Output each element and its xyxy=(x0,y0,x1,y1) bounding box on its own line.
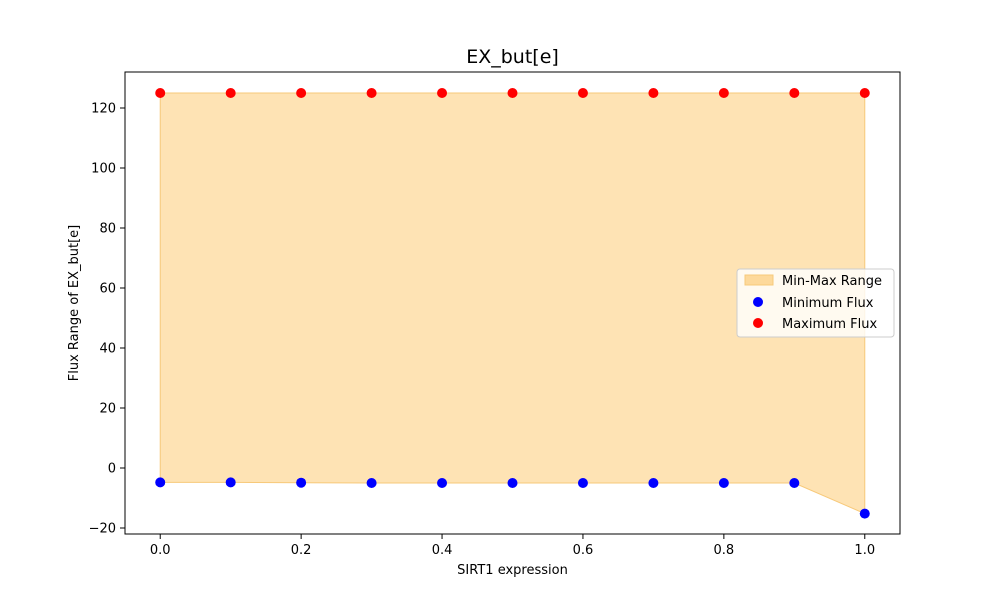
y-tick-label: 40 xyxy=(99,342,116,357)
minimum-flux-point xyxy=(296,477,307,488)
minimum-flux-point xyxy=(437,478,448,488)
legend-label-maximum: Maximum Flux xyxy=(782,317,878,332)
y-axis: −20 0 20 40 60 80 100 120 xyxy=(89,102,125,537)
minimum-flux-point xyxy=(859,508,870,519)
x-tick-label: 0.6 xyxy=(573,543,594,558)
legend-marker-maximum xyxy=(753,318,763,328)
minimum-flux-point xyxy=(789,478,800,488)
x-axis: 0.0 0.2 0.4 0.6 0.8 1.0 xyxy=(150,534,875,558)
maximum-flux-point xyxy=(648,88,659,98)
y-tick-label: 20 xyxy=(99,402,116,417)
x-tick-label: 1.0 xyxy=(854,543,875,558)
x-axis-label: SIRT1 expression xyxy=(457,563,568,578)
x-tick-label: 0.4 xyxy=(432,543,453,558)
legend-label-range: Min-Max Range xyxy=(782,274,882,289)
plot-area xyxy=(155,88,870,519)
x-tick-label: 0.2 xyxy=(291,543,312,558)
maximum-flux-point xyxy=(225,88,236,98)
legend-box xyxy=(736,268,895,338)
y-tick-label: 0 xyxy=(108,462,116,477)
y-tick-label: 120 xyxy=(91,102,116,117)
x-tick-label: 0.0 xyxy=(150,543,171,558)
y-tick-label: 100 xyxy=(91,162,116,177)
maximum-flux-point xyxy=(366,88,377,98)
minimum-flux-point xyxy=(155,477,166,488)
axes-frame xyxy=(124,71,901,535)
y-tick-label: 80 xyxy=(99,222,116,237)
minimum-flux-point xyxy=(366,478,377,488)
maximum-flux-point xyxy=(859,88,870,98)
legend-swatch-range xyxy=(744,274,774,286)
maximum-flux-point xyxy=(155,88,166,98)
minimum-flux-point xyxy=(648,478,659,488)
maximum-flux-point xyxy=(296,88,307,98)
maximum-flux-point xyxy=(577,88,588,98)
y-tick-label: 60 xyxy=(99,282,116,297)
chart-title: EX_but[e] xyxy=(466,46,559,68)
x-tick-label: 0.8 xyxy=(714,543,735,558)
y-axis-label: Flux Range of EX_but[e] xyxy=(67,225,82,382)
legend: Min-Max Range Minimum Flux Maximum Flux xyxy=(736,268,895,338)
minimum-flux-point xyxy=(225,477,236,488)
legend-marker-minimum xyxy=(753,297,763,307)
minimum-flux-point xyxy=(577,478,588,488)
minimum-flux-point xyxy=(718,478,729,488)
maximum-flux-point xyxy=(507,88,518,98)
maximum-flux-point xyxy=(718,88,729,98)
legend-label-minimum: Minimum Flux xyxy=(782,296,874,311)
maximum-flux-point xyxy=(789,88,800,98)
minimum-flux-point xyxy=(507,478,518,488)
maximum-flux-point xyxy=(437,88,448,98)
y-tick-label: −20 xyxy=(89,522,116,537)
